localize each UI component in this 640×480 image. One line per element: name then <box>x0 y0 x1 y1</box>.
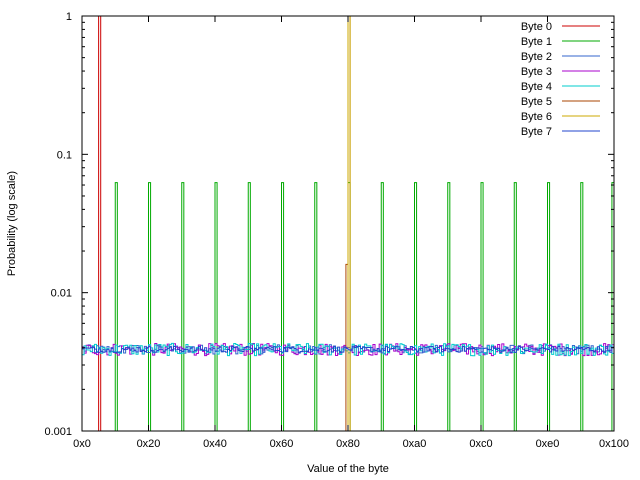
y-axis-label: Probability (log scale) <box>6 171 18 276</box>
x-tick-label: 0x0 <box>73 438 91 450</box>
legend-label: Byte 3 <box>521 66 552 78</box>
y-tick-label: 1 <box>66 11 72 23</box>
y-tick-label: 0.01 <box>51 288 72 300</box>
axes: 0x0 0x20 0x40 0x60 0x80 0xa0 0xc0 0xe0 0x100 1 0.1… <box>44 11 629 450</box>
x-tick-label: 0x80 <box>336 438 360 450</box>
legend-label: Byte 1 <box>521 36 552 48</box>
legend-label: Byte 5 <box>521 96 552 108</box>
x-tick-label: 0x40 <box>203 438 227 450</box>
x-axis-label: Value of the byte <box>307 463 389 475</box>
x-tick-label: 0xe0 <box>536 438 560 450</box>
x-tick-label: 0x100 <box>599 438 629 450</box>
legend-label: Byte 7 <box>521 126 552 138</box>
series-byte-0-line <box>98 15 102 431</box>
legend: Byte 0 Byte 1 Byte 2 Byte 3 Byte 4 Byte 5 Byte… <box>521 21 600 138</box>
x-tick-label: 0xc0 <box>469 438 492 450</box>
legend-label: Byte 4 <box>521 81 552 93</box>
series-byte-6-line <box>347 15 351 431</box>
x-tick-label: 0x60 <box>270 438 294 450</box>
series-byte-1-line <box>98 182 615 432</box>
y-tick-label: 0.1 <box>57 149 72 161</box>
plot-marks <box>82 15 615 432</box>
legend-label: Byte 6 <box>521 111 552 123</box>
x-tick-label: 0xa0 <box>403 438 427 450</box>
y-tick-label: 0.001 <box>44 426 72 438</box>
x-tick-label: 0x20 <box>137 438 161 450</box>
legend-label: Byte 2 <box>521 51 552 63</box>
series-byte-7-line <box>82 345 614 353</box>
legend-label: Byte 0 <box>521 21 552 33</box>
